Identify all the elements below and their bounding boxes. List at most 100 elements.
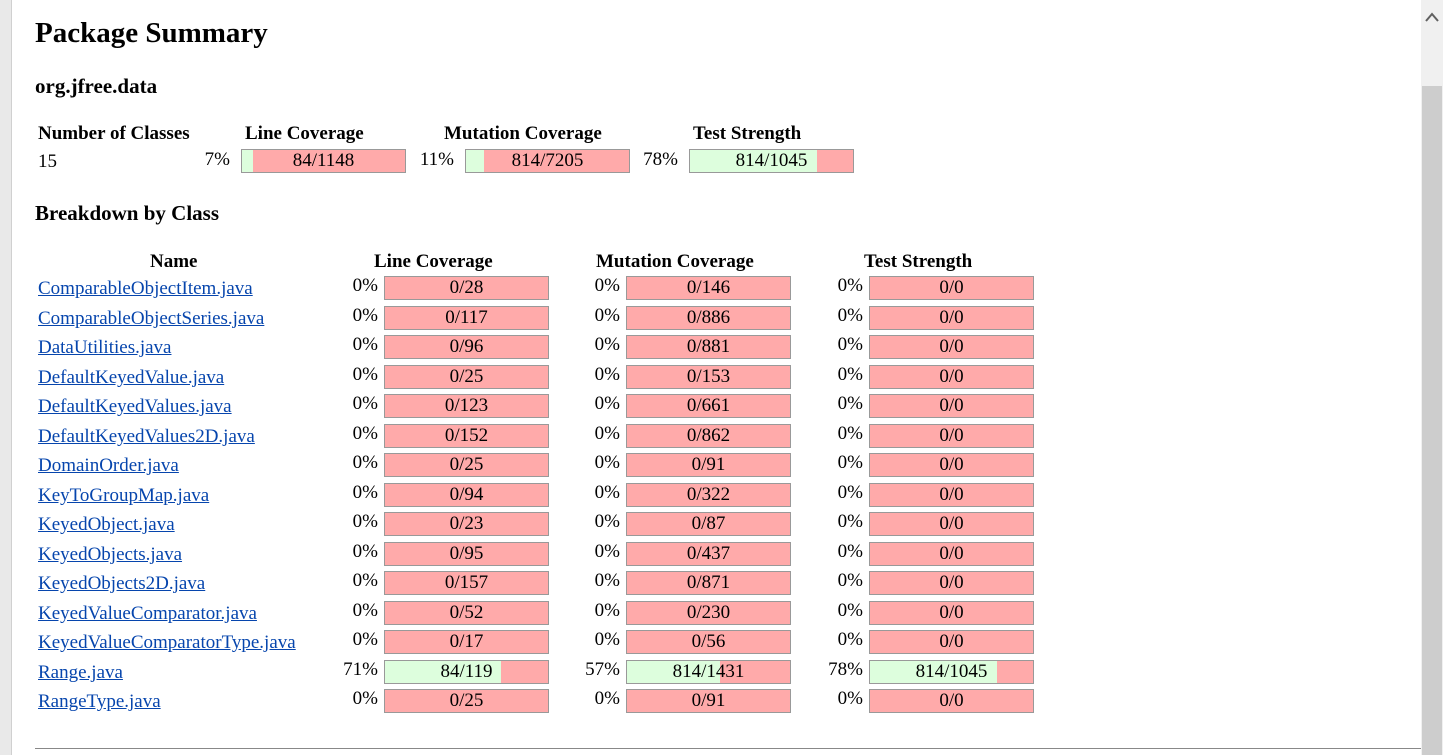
strength-coverage-bar: 0/0	[869, 689, 1034, 713]
strength-percent: 0%	[837, 482, 863, 503]
mutation-coverage-bar: 0/146	[626, 276, 791, 300]
mutation-percent: 0%	[594, 541, 620, 562]
scrollbar-thumb[interactable]	[1422, 86, 1442, 755]
class-link[interactable]: KeyToGroupMap.java	[38, 485, 210, 506]
line-coverage-bar: 84/119	[384, 660, 549, 684]
line-coverage-bar: 0/95	[384, 542, 549, 566]
strength-percent: 0%	[837, 600, 863, 621]
strength-coverage-bar: 0/0	[869, 394, 1034, 418]
mutation-percent: 0%	[594, 511, 620, 532]
coverage-label: 0/94	[449, 484, 484, 505]
coverage-label: 0/25	[449, 690, 484, 711]
class-link[interactable]: DomainOrder.java	[38, 455, 179, 476]
coverage-fill	[690, 150, 818, 172]
class-link[interactable]: KeyedObjects.java	[38, 544, 183, 565]
coverage-label: 0/91	[691, 454, 726, 475]
table-header-line: Line Coverage	[374, 251, 493, 272]
class-link[interactable]: KeyedObjects2D.java	[38, 573, 206, 594]
breakdown-title: Breakdown by Class	[35, 201, 219, 225]
summary-line-percent: 7%	[204, 149, 230, 170]
class-link[interactable]: DefaultKeyedValue.java	[38, 367, 225, 388]
mutation-percent: 57%	[585, 659, 620, 680]
line-coverage-bar: 0/94	[384, 483, 549, 507]
summary-mutation-percent: 11%	[419, 149, 454, 170]
strength-percent: 0%	[837, 393, 863, 414]
strength-percent: 0%	[837, 629, 863, 650]
class-link[interactable]: DefaultKeyedValues2D.java	[38, 426, 255, 447]
line-percent: 0%	[352, 482, 378, 503]
mutation-coverage-bar: 0/153	[626, 365, 791, 389]
strength-coverage-bar: 0/0	[869, 424, 1034, 448]
class-link[interactable]: Range.java	[38, 662, 123, 683]
line-percent: 0%	[352, 305, 378, 326]
line-coverage-bar: 0/25	[384, 689, 549, 713]
coverage-label: 0/17	[449, 631, 484, 652]
strength-percent: 0%	[837, 688, 863, 709]
strength-coverage-bar: 0/0	[869, 571, 1034, 595]
mutation-coverage-bar: 0/871	[626, 571, 791, 595]
coverage-label: 0/52	[449, 602, 484, 623]
table-header-strength: Test Strength	[864, 251, 973, 272]
line-percent: 0%	[352, 275, 378, 296]
class-link[interactable]: ComparableObjectItem.java	[38, 278, 253, 299]
coverage-label: 0/0	[939, 336, 964, 357]
class-link[interactable]: DataUtilities.java	[38, 337, 172, 358]
line-percent: 0%	[352, 570, 378, 591]
line-percent: 0%	[352, 364, 378, 385]
class-link[interactable]: KeyedObject.java	[38, 514, 175, 535]
vertical-scrollbar[interactable]	[1421, 0, 1443, 755]
coverage-fill	[627, 661, 720, 683]
summary-header-line: Line Coverage	[245, 123, 364, 144]
mutation-percent: 0%	[594, 423, 620, 444]
strength-coverage-bar: 0/0	[869, 630, 1034, 654]
class-link[interactable]: ComparableObjectSeries.java	[38, 308, 265, 329]
strength-coverage-bar: 0/0	[869, 335, 1034, 359]
strength-percent: 0%	[837, 541, 863, 562]
coverage-label: 0/95	[449, 543, 484, 564]
coverage-label: 0/437	[686, 543, 731, 564]
mutation-coverage-bar: 814/1431	[626, 660, 791, 684]
coverage-label: 0/96	[449, 336, 484, 357]
coverage-fill	[870, 661, 998, 683]
line-coverage-bar: 0/157	[384, 571, 549, 595]
coverage-label: 0/87	[691, 513, 726, 534]
mutation-coverage-bar: 0/322	[626, 483, 791, 507]
summary-header-classes: Number of Classes	[38, 123, 190, 144]
summary-mutation-coverage-bar: 814/7205	[465, 149, 630, 173]
line-percent: 71%	[343, 659, 378, 680]
page-title: Package Summary	[35, 17, 268, 49]
coverage-label: 0/152	[444, 425, 489, 446]
strength-coverage-bar: 814/1045	[869, 660, 1034, 684]
coverage-label: 0/23	[449, 513, 484, 534]
mutation-percent: 0%	[594, 305, 620, 326]
coverage-label: 0/871	[686, 572, 731, 593]
strength-percent: 0%	[837, 570, 863, 591]
line-coverage-bar: 0/152	[384, 424, 549, 448]
coverage-label: 814/7205	[511, 150, 584, 171]
coverage-label: 814/1045	[915, 661, 988, 682]
strength-percent: 0%	[837, 275, 863, 296]
coverage-label: 0/230	[686, 602, 731, 623]
footer-divider	[35, 748, 1421, 749]
mutation-coverage-bar: 0/91	[626, 453, 791, 477]
line-percent: 0%	[352, 393, 378, 414]
class-link[interactable]: RangeType.java	[38, 691, 161, 712]
class-link[interactable]: KeyedValueComparatorType.java	[38, 632, 296, 653]
strength-coverage-bar: 0/0	[869, 542, 1034, 566]
scroll-up-button[interactable]	[1421, 0, 1443, 34]
coverage-label: 0/322	[686, 484, 731, 505]
mutation-percent: 0%	[594, 275, 620, 296]
mutation-percent: 0%	[594, 482, 620, 503]
table-header-mutation: Mutation Coverage	[596, 251, 754, 272]
coverage-label: 0/0	[939, 631, 964, 652]
coverage-label: 0/0	[939, 277, 964, 298]
line-percent: 0%	[352, 629, 378, 650]
class-link[interactable]: DefaultKeyedValues.java	[38, 396, 232, 417]
coverage-label: 0/0	[939, 366, 964, 387]
coverage-label: 0/25	[449, 454, 484, 475]
class-link[interactable]: KeyedValueComparator.java	[38, 603, 257, 624]
line-percent: 0%	[352, 541, 378, 562]
mutation-percent: 0%	[594, 629, 620, 650]
mutation-percent: 0%	[594, 600, 620, 621]
line-coverage-bar: 0/17	[384, 630, 549, 654]
